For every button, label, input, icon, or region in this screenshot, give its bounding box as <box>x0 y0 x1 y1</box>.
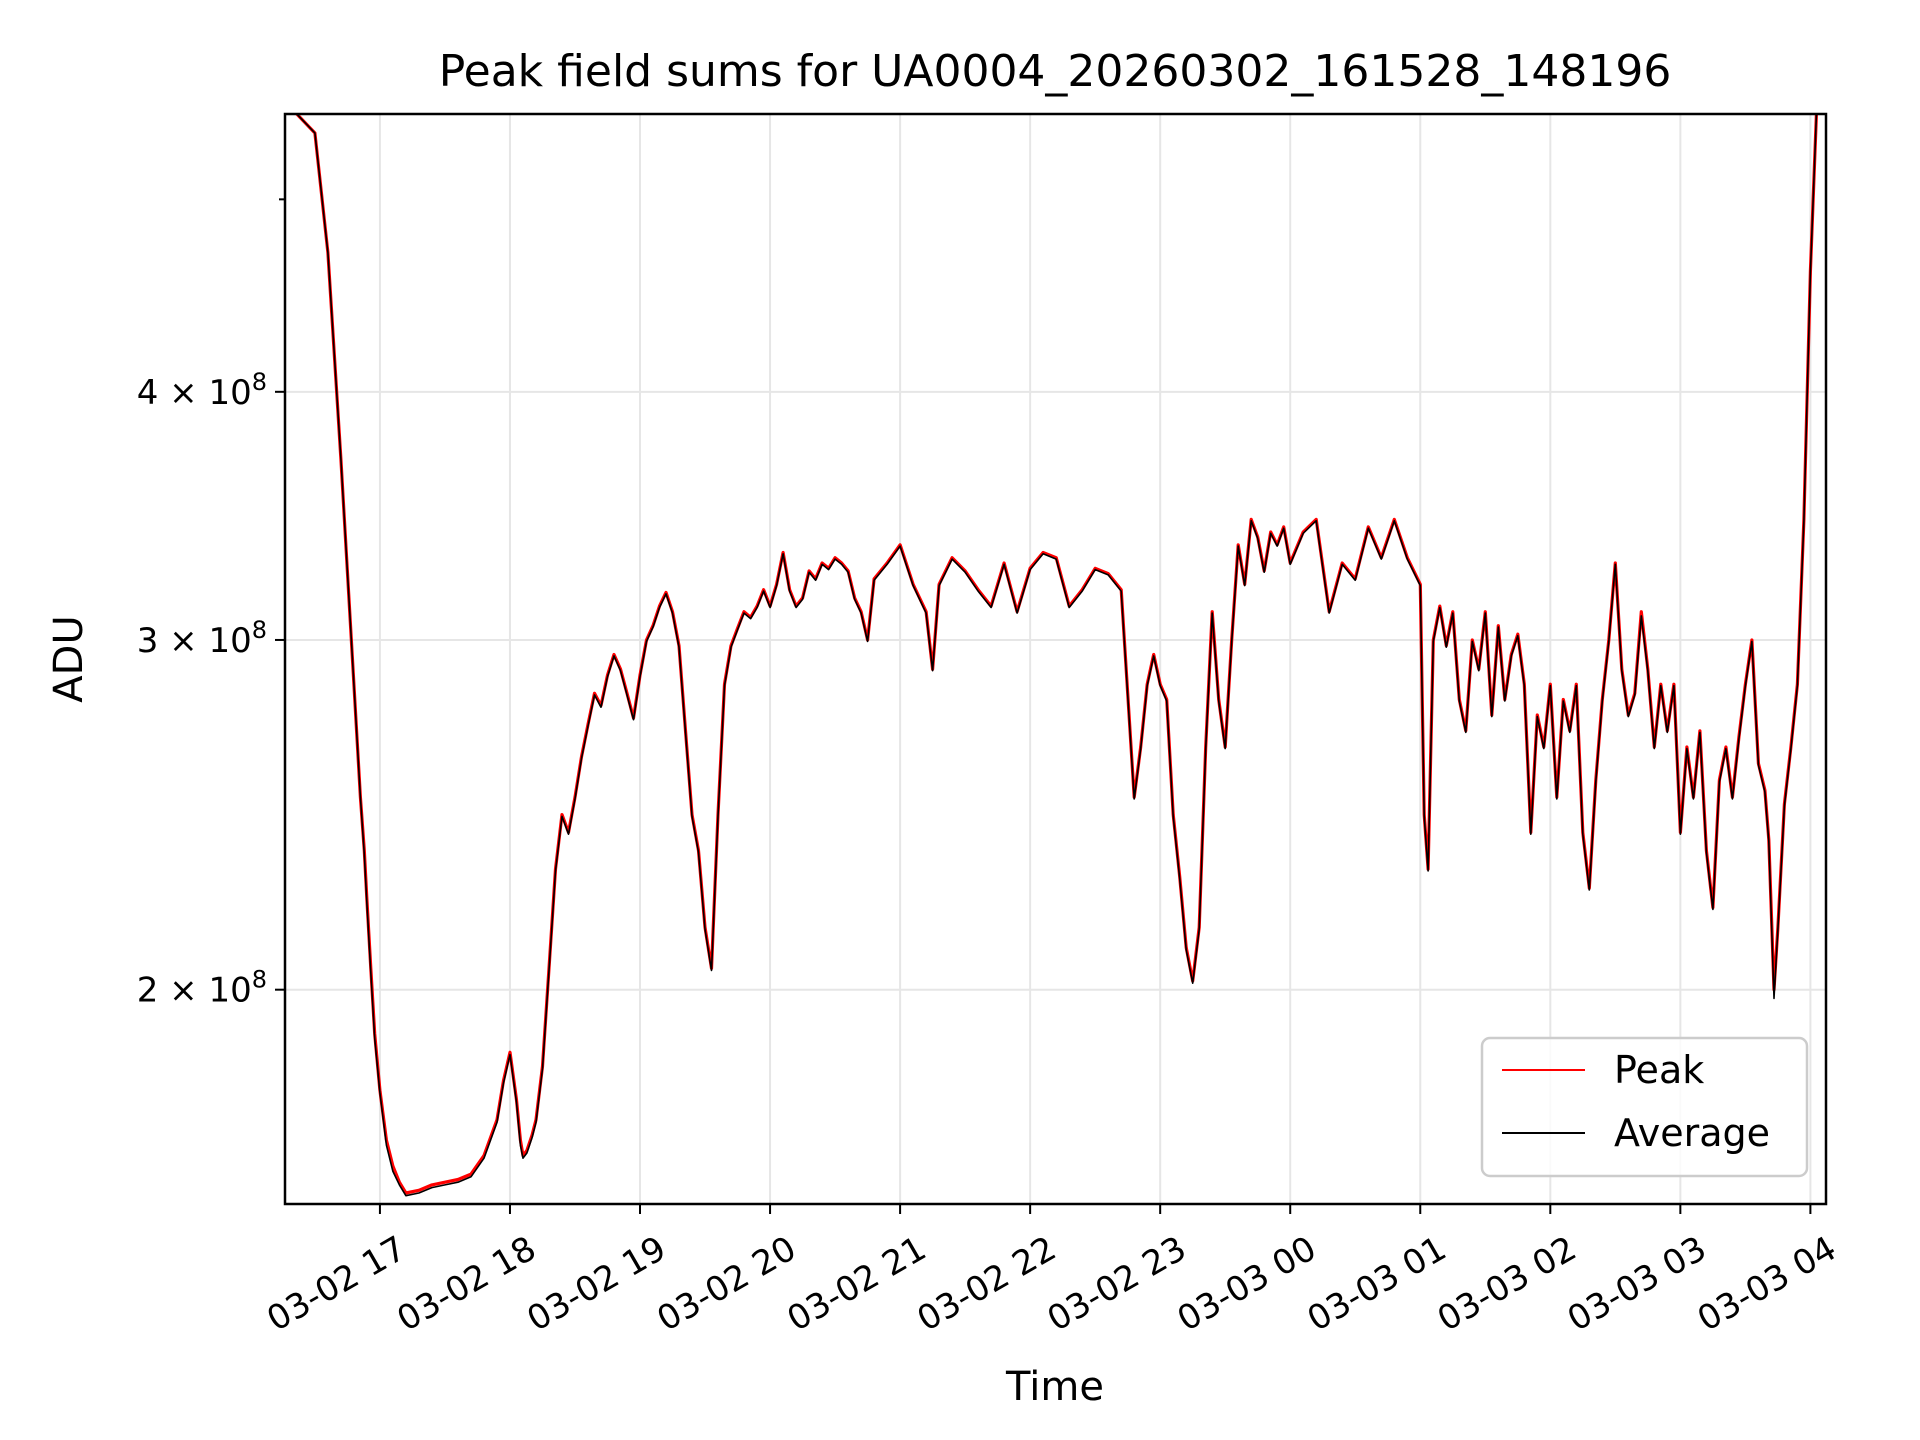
y-axis-label: ADU <box>46 615 92 702</box>
legend-box <box>1480 1036 1809 1178</box>
y-tick-label: 3 × 108 <box>137 616 267 661</box>
chart-title: Peak field sums for UA0004_20260302_1615… <box>439 46 1672 97</box>
legend-average-label: Average <box>1614 1111 1770 1155</box>
y-tick-label: 2 × 108 <box>137 966 267 1011</box>
legend-peak-label: Peak <box>1614 1048 1704 1092</box>
plot-frame <box>283 112 1828 1206</box>
series-layer <box>294 114 1819 1197</box>
y-axis: 2 × 108 3 × 108 4 × 108 <box>137 198 285 1011</box>
legend: Peak Average <box>1480 1036 1809 1178</box>
y-tick-label: 4 × 108 <box>137 368 267 413</box>
series-line-average <box>295 114 1818 1197</box>
x-axis-label: Time <box>1005 1364 1104 1410</box>
